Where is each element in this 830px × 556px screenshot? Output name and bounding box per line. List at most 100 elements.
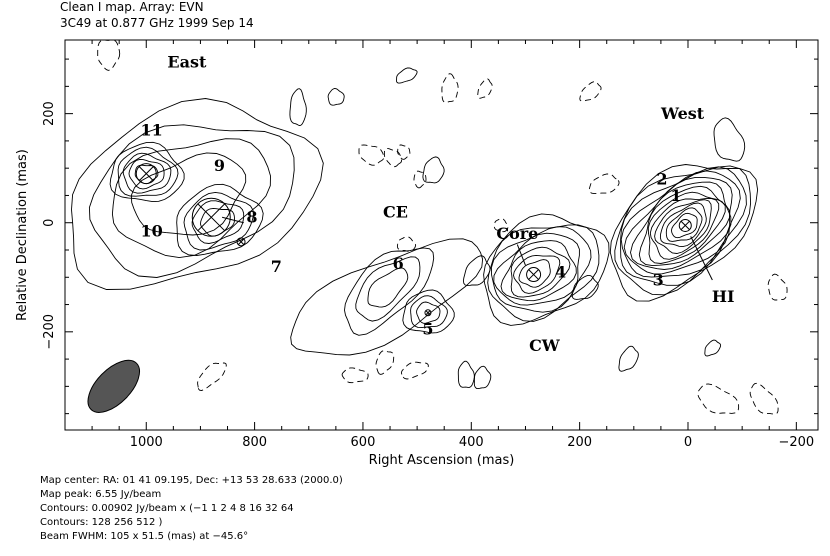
contour-west [654,199,712,254]
negative-contour [413,170,427,189]
x-tick-label: −200 [778,435,814,450]
map-peak-info: Map peak: 6.55 Jy/beam [40,489,162,500]
contour-west [671,212,698,239]
contour-8 [200,207,235,237]
contour-11 [109,141,185,203]
component-5-marker [424,309,432,317]
component-8b-marker-cross-b [237,238,245,245]
negative-contour [477,78,493,99]
contour-west [623,176,733,275]
contour-5 [416,301,441,324]
negative-contour [697,383,740,414]
contour-core [518,259,551,288]
negative-contour [401,361,429,380]
x-tick-label: 600 [351,435,376,450]
plot-frame [64,39,819,431]
component-5-marker-cross-b [425,310,431,316]
contour-west [614,165,752,296]
negative-contour [397,144,411,160]
component-1-marker [678,218,692,232]
beam-info: Beam FWHM: 105 x 51.5 (mas) at −45.6° [40,531,249,542]
contour-core [483,213,610,326]
x-tick-label: 1000 [130,435,163,450]
map-center-info: Map center: RA: 01 41 09.195, Dec: +13 5… [40,475,343,486]
contour-11 [122,152,172,194]
region-label-ce: CE [383,202,408,221]
contour-west [659,202,707,248]
component-8-marker-cross-b [197,203,225,231]
x-axis-label: Right Ascension (mas) [369,453,515,468]
negative-contour [375,350,395,375]
noise-contour [462,255,491,287]
negative-contour [441,73,459,104]
component-label-7: 7 [271,257,282,276]
noise-contour [713,117,746,162]
contour-east [71,98,324,290]
component-11-marker [135,163,157,185]
contour-west [665,207,703,242]
noise-contour [618,345,639,372]
component-label-5: 5 [422,320,433,339]
region-label-west: West [660,104,705,123]
map-header-source: 3C49 at 0.877 GHz 1999 Sep 14 [60,16,254,30]
component-label-11: 11 [141,120,163,139]
y-tick-label: 200 [42,101,57,126]
negative-contour [749,382,779,415]
component-markers [87,163,692,413]
negative-contour [579,81,602,102]
component-8-pointer [221,216,244,224]
component-label-1: 1 [670,186,681,205]
contour-6 [355,256,421,322]
component-11-marker-cross-b [138,166,154,181]
contour-core [493,232,580,306]
component-label-6: 6 [393,254,404,273]
y-tick-label: −200 [42,314,57,350]
region-label-east: East [167,52,207,71]
negative-contour [197,362,227,391]
negative-contour [341,367,369,384]
negative-contour [396,236,417,252]
contour-11 [128,158,165,190]
contour-ce-envelope [290,238,484,356]
contour-8 [191,200,245,244]
negative-contour [588,173,620,195]
x-tick-label: 400 [459,435,484,450]
y-tick-label: 0 [42,219,57,227]
negative-contour [383,147,403,168]
noise-contour [327,88,345,106]
contour-5 [402,289,455,334]
component-8b-marker [236,237,246,247]
component-label-4: 4 [555,262,566,281]
axis-ticks [64,40,818,430]
component-8-marker-circle [191,197,231,237]
contours-info: Contours: 0.00902 Jy/beam x (−1 1 2 4 8 … [40,503,294,514]
component-label-9: 9 [214,156,225,175]
noise-contour [396,67,418,84]
negative-contour [97,39,121,71]
contour-8 [176,183,264,256]
contour-6 [367,267,409,308]
component-5-marker-circle [424,309,432,317]
contours-info-cont: Contours: 128 256 512 ) [40,517,163,528]
negative-contour [493,218,509,233]
x-tick-label: 200 [567,435,592,450]
component-8b-marker-circle [236,237,246,247]
component-label-2: 2 [656,170,667,189]
contour-core [487,224,600,322]
component-label-8: 8 [246,208,257,227]
contour-east [88,124,295,278]
noise-contour [289,88,307,126]
component-label-3: 3 [653,270,664,289]
region-label-hi: HI [712,287,735,306]
region-label-core: Core [496,224,538,243]
contour-west [638,185,731,267]
contour-11 [117,146,179,197]
chart-labels: 1000 800 600 400 200 0 −200 200 0 −200 Right Ascen… [15,52,814,468]
contour-lines [71,67,759,390]
component-1-marker-circle [678,218,692,232]
core-marker [526,267,542,283]
core-pointer [516,244,526,266]
map-header-array: Clean I map. Array: EVN [60,0,204,14]
negative-contour [767,273,788,301]
component-1-marker-cross-b [680,220,690,231]
